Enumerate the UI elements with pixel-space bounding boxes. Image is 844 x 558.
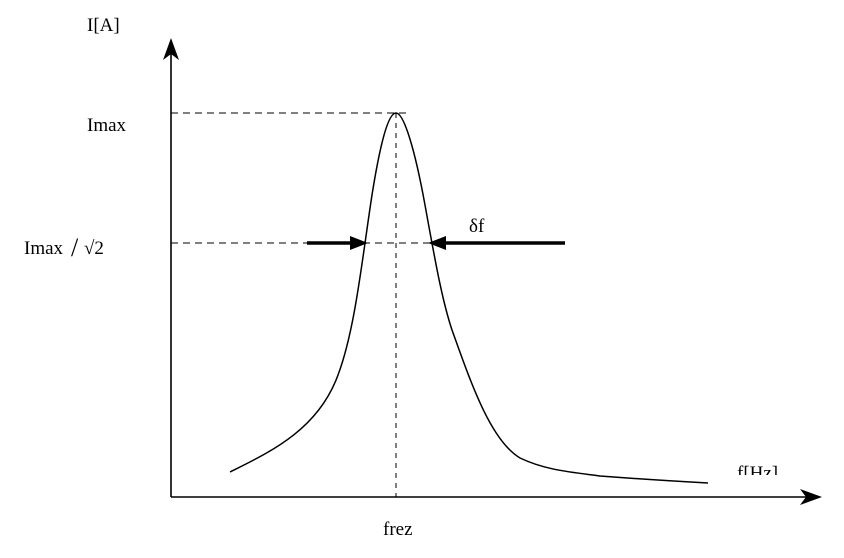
- half-power-label: Imax: [24, 238, 64, 259]
- half-power-root: √2: [84, 238, 104, 259]
- y-axis-arrowhead: [163, 38, 179, 60]
- left-bandwidth-arrowhead: [350, 236, 368, 250]
- right-bandwidth-arrowhead: [428, 236, 446, 250]
- imax-label: Imax: [87, 115, 127, 136]
- y-axis-label: I[A]: [87, 15, 120, 36]
- resonance-frequency-label: frez: [383, 519, 413, 540]
- x-axis-label: f[Hz]: [737, 463, 778, 484]
- resonance-curve: [229, 112, 709, 484]
- half-power-slash: /: [71, 233, 79, 262]
- bandwidth-label: δf: [469, 216, 485, 237]
- x-axis-arrowhead: [800, 489, 822, 505]
